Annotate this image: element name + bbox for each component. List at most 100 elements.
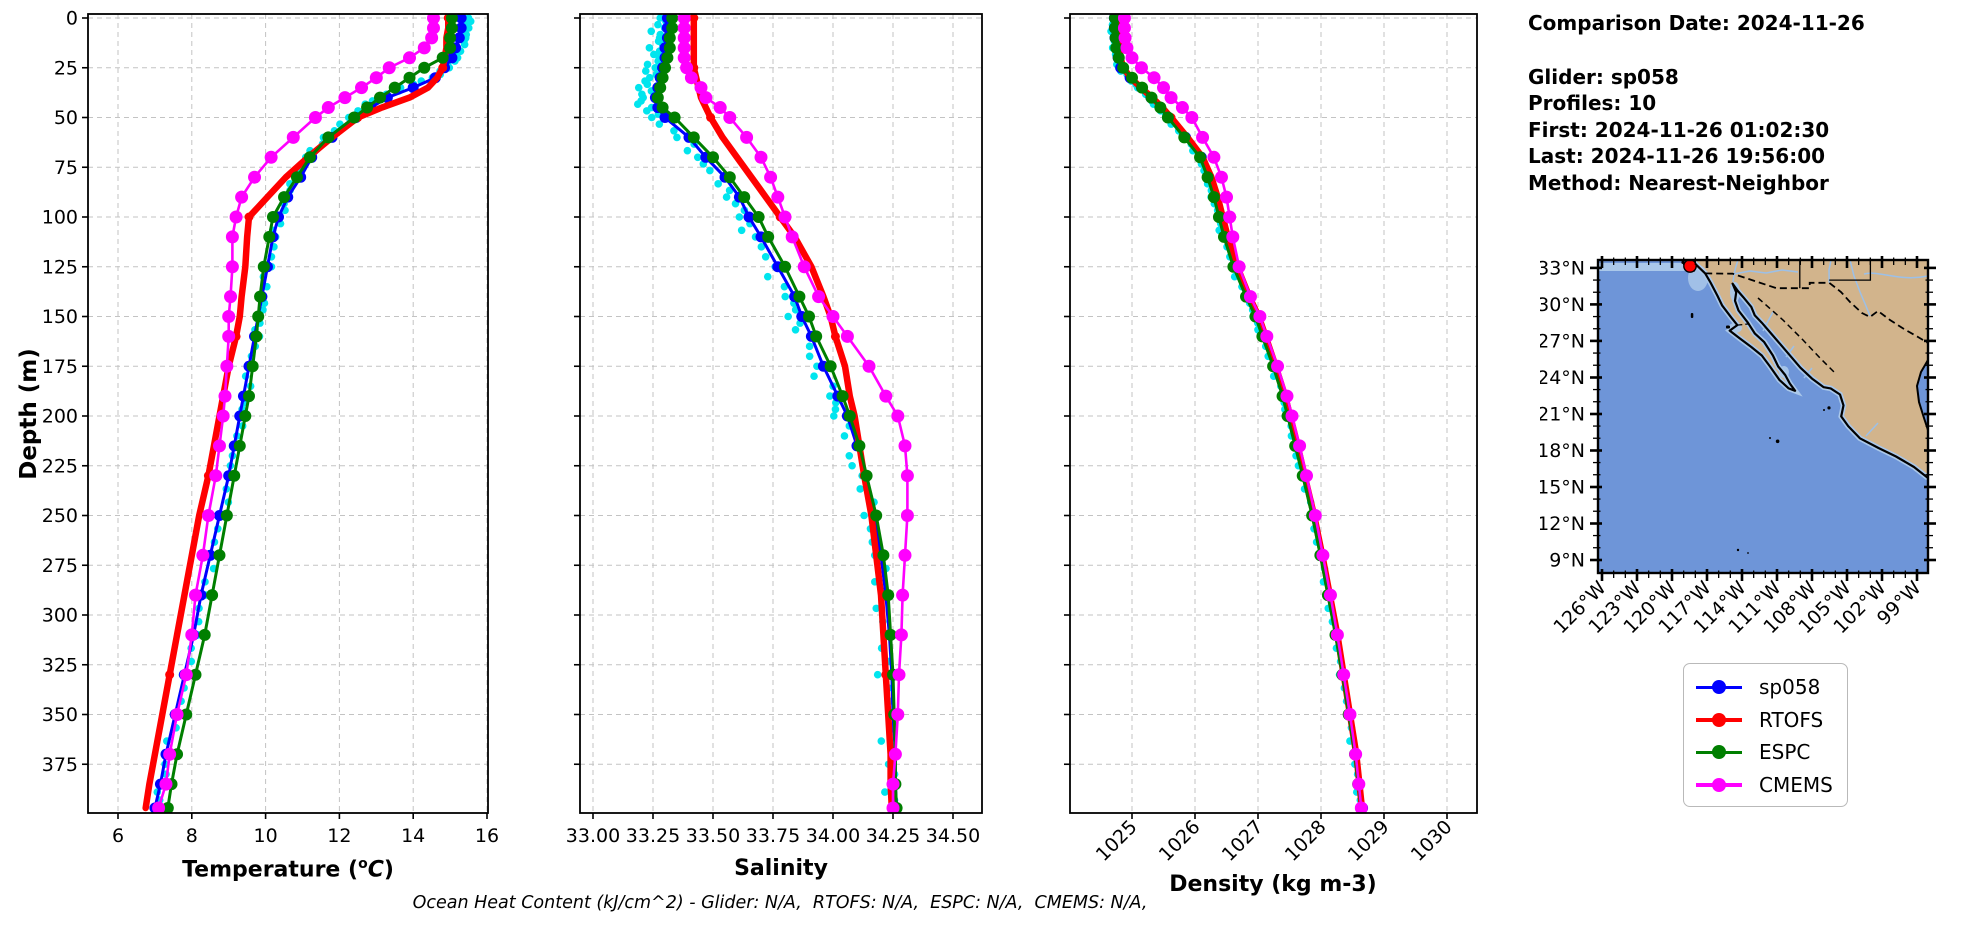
info-profiles: Profiles: 10 xyxy=(1528,91,1657,115)
mexico-state-border-dashed xyxy=(1757,297,1837,375)
series-glider-profiles xyxy=(1107,14,1365,812)
plot-frame xyxy=(87,13,489,814)
series-CMEMS xyxy=(1117,14,1368,813)
depth-tick-label: 25 xyxy=(54,57,78,79)
depth-tick-label: 275 xyxy=(42,555,78,577)
map-lat-label: 12°N xyxy=(1540,513,1585,535)
map-lat-label: 33°N xyxy=(1540,257,1585,279)
x-tick-label: 6 xyxy=(112,825,124,847)
temperature-axis-label: Temperature (oC) xyxy=(182,856,394,883)
x-tick-label: 34.00 xyxy=(806,825,860,847)
depth-tick-label: 125 xyxy=(42,256,78,278)
x-ticks: 6 8 10 12 14 16 xyxy=(112,813,499,847)
map-ocean xyxy=(1598,260,1928,573)
series-layer xyxy=(142,14,475,813)
depth-tick-label: 175 xyxy=(42,356,78,378)
depth-tick-label: 50 xyxy=(54,107,78,129)
series-sp058 xyxy=(1108,14,1369,813)
info-glider: Glider: sp058 xyxy=(1528,64,1679,89)
legend-item-label: CMEMS xyxy=(1759,772,1833,797)
depth-tick-label: 225 xyxy=(42,455,78,477)
legend-item: sp058 xyxy=(1696,671,1847,704)
depth-tick-label: 375 xyxy=(42,754,78,776)
x-tick-label: 33.25 xyxy=(626,825,680,847)
info-first-time: First: 2024-11-26 01:02:30 xyxy=(1528,117,1830,142)
legend-item-label: ESPC xyxy=(1759,740,1811,765)
map-lat-label: 15°N xyxy=(1540,477,1585,499)
series-ESPC xyxy=(651,14,903,813)
x-ticks: 33.00 33.25 33.50 33.75 34.00 34.25 34.50 xyxy=(566,813,980,847)
legend-line-dot-icon xyxy=(1696,777,1742,792)
map-coastline xyxy=(1690,260,1928,479)
glider-position-marker xyxy=(1683,260,1697,273)
temperature-plot: 6 8 10 12 14 16 0 25 50 75 100 125 150 175 200 225 250 27… xyxy=(42,8,499,848)
density-axis-label: Density (kg m-3) xyxy=(1169,872,1377,897)
x-tick-label: 16 xyxy=(475,825,499,847)
grid xyxy=(88,14,488,813)
x-tick-label: 34.50 xyxy=(926,825,980,847)
depth-ticks xyxy=(1064,17,1070,766)
map-lat-label: 9°N xyxy=(1549,550,1585,572)
x-tick-label: 12 xyxy=(327,825,351,847)
series-layer xyxy=(1107,14,1369,813)
series-CMEMS xyxy=(677,14,914,813)
map-shelf-band xyxy=(1598,263,1691,271)
x-tick-label: 33.75 xyxy=(746,825,800,847)
depth-axis-label: Depth (m) xyxy=(16,348,42,480)
legend: sp058 RTOFS ESPC CMEMS xyxy=(1683,663,1848,807)
depth-tick-label: 100 xyxy=(42,207,78,229)
legend-line-dot-icon xyxy=(1696,745,1742,759)
info-last-time: Last: 2024-11-26 19:56:00 xyxy=(1528,144,1826,168)
x-tick-label: 1027 xyxy=(1218,816,1268,866)
x-tick-label: 1028 xyxy=(1281,816,1331,866)
series-sp058 xyxy=(149,14,467,813)
legend-line-dot-icon xyxy=(1696,712,1742,727)
series-glider-profiles xyxy=(633,14,899,812)
series-RTOFS xyxy=(1113,14,1366,812)
x-tick-label: 10 xyxy=(254,825,278,847)
series-ESPC xyxy=(1108,14,1368,813)
grid xyxy=(1070,14,1477,813)
depth-tick-label: 250 xyxy=(42,505,78,527)
baja-state-border-dashed xyxy=(1737,323,1750,326)
map-lat-label: 21°N xyxy=(1540,404,1585,426)
info-method: Method: Nearest-Neighbor xyxy=(1528,170,1829,195)
comparison-info-panel: Comparison Date: 2024-11-26 Glider: sp05… xyxy=(1528,10,1865,196)
x-tick-label: 8 xyxy=(186,825,198,847)
series-CMEMS xyxy=(152,14,440,813)
x-tick-label: 14 xyxy=(401,825,425,847)
depth-tick-label: 75 xyxy=(54,157,78,179)
depth-tick-label: 350 xyxy=(42,704,78,726)
depth-tick-label: 200 xyxy=(42,406,78,428)
x-tick-label: 1029 xyxy=(1344,816,1394,866)
x-tick-label: 34.25 xyxy=(866,825,920,847)
depth-ticks: 0 25 50 75 100 125 150 175 200 225 250 275 300 325 350… xyxy=(42,8,88,776)
map-ticks xyxy=(1590,256,1936,581)
salinity-axis-label: Salinity xyxy=(734,856,828,881)
legend-line-dot-icon xyxy=(1696,680,1742,694)
depth-ticks xyxy=(574,17,580,766)
legend-item-label: sp058 xyxy=(1759,675,1821,700)
series-glider-profiles xyxy=(152,14,475,812)
legend-item: RTOFS xyxy=(1696,704,1847,737)
legend-item-label: RTOFS xyxy=(1759,707,1824,732)
grid xyxy=(580,14,982,813)
depth-tick-label: 325 xyxy=(42,654,78,676)
x-tick-label: 1026 xyxy=(1155,816,1205,866)
plot-frame xyxy=(579,13,983,814)
comparison-date: Comparison Date: 2024-11-26 xyxy=(1528,11,1865,35)
salinity-plot: 33.00 33.25 33.50 33.75 34.00 34.25 34.50 xyxy=(566,13,983,847)
density-plot: 1025 1026 1027 1028 1029 1030 xyxy=(1064,13,1478,866)
x-tick-label: 33.00 xyxy=(566,825,620,847)
depth-tick-label: 0 xyxy=(66,8,78,30)
us-mexico-border xyxy=(1705,272,1928,344)
location-map: 126°W123°W120°W117°W114°W111°W108°W105°W… xyxy=(1540,256,1936,638)
legend-item: ESPC xyxy=(1696,736,1847,769)
plot-frame xyxy=(1069,13,1478,814)
ocean-heat-content-footer: Ocean Heat Content (kJ/cm^2) - Glider: N… xyxy=(412,893,1148,913)
map-lat-label: 30°N xyxy=(1540,294,1585,316)
series-layer xyxy=(633,14,914,813)
x-tick-label: 1030 xyxy=(1407,816,1457,866)
x-tick-label: 1025 xyxy=(1092,816,1142,866)
map-frame xyxy=(1596,258,1930,575)
